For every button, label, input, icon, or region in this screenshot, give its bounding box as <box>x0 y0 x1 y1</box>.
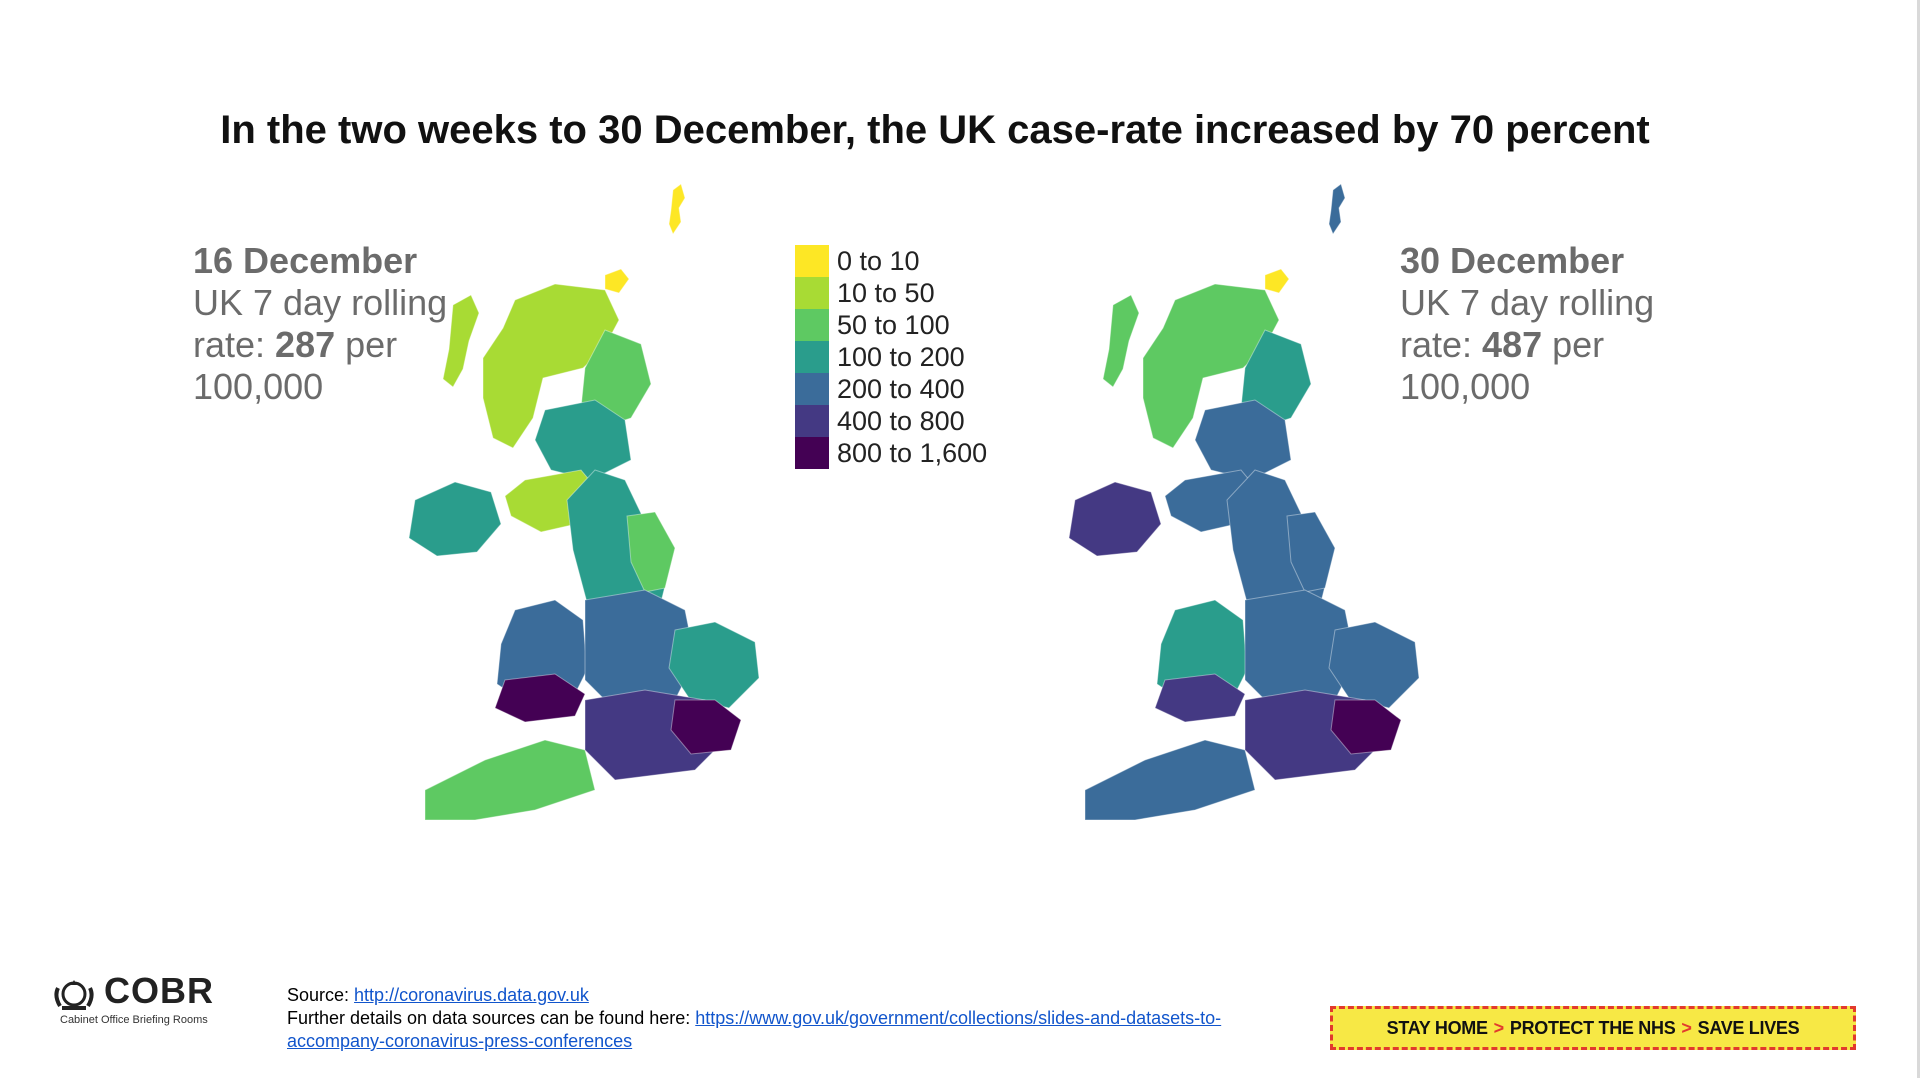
legend-item: 200 to 400 <box>795 373 987 405</box>
left-region-northern-ireland <box>408 481 502 557</box>
left-rate-suffix: per <box>335 324 398 365</box>
legend-swatch <box>795 245 829 277</box>
right-rate-prefix: rate: <box>1400 324 1483 365</box>
right-region-scotland-central <box>1194 399 1292 481</box>
slide-edge <box>1917 0 1920 1078</box>
cobr-subtitle: Cabinet Office Briefing Rooms <box>60 1014 208 1026</box>
left-region-western-isles <box>442 294 480 388</box>
legend-label: 10 to 50 <box>837 278 935 308</box>
legend-swatch <box>795 309 829 341</box>
banner-stay-home: STAY HOME <box>1386 1017 1488 1038</box>
left-line1: UK 7 day rolling <box>193 282 448 323</box>
left-region-scotland-north <box>482 283 620 449</box>
uk-map-16-december <box>408 183 760 821</box>
left-line3: 100,000 <box>193 366 324 407</box>
legend-swatch <box>795 405 829 437</box>
left-region-east-anglia <box>668 621 760 709</box>
left-region-shetland <box>668 183 686 236</box>
left-region-london-kent <box>670 699 742 755</box>
legend-item: 0 to 10 <box>795 245 987 277</box>
right-region-scotland-north <box>1142 283 1280 449</box>
legend-label: 50 to 100 <box>837 310 950 340</box>
legend-item: 800 to 1,600 <box>795 437 987 469</box>
legend-item: 10 to 50 <box>795 277 987 309</box>
legend-label: 0 to 10 <box>837 246 920 276</box>
datasets-link-part1: https://www.gov.uk/government/collection… <box>695 1008 1222 1028</box>
left-rate-prefix: rate: <box>193 324 276 365</box>
right-line1: UK 7 day rolling <box>1400 282 1655 323</box>
uk-map-30-december <box>1068 183 1420 821</box>
left-region-yorkshire <box>626 511 676 593</box>
source-label: Source: <box>287 985 355 1005</box>
cobr-logo: COBR Cabinet Office Briefing Rooms <box>52 970 222 1030</box>
legend-swatch <box>795 277 829 309</box>
banner-chevron-2: > <box>1681 1017 1692 1038</box>
right-date: 30 December <box>1400 240 1625 281</box>
legend-label: 200 to 400 <box>837 374 965 404</box>
slide-title: In the two weeks to 30 December, the UK … <box>220 108 1650 152</box>
right-line3: 100,000 <box>1400 366 1531 407</box>
source-notes: Source: http://coronavirus.data.gov.uk F… <box>287 984 1287 1053</box>
further-details-label: Further details on data sources can be f… <box>287 1008 696 1028</box>
banner-chevron-1: > <box>1493 1017 1505 1038</box>
right-region-northern-ireland <box>1068 481 1162 557</box>
left-region-orkney <box>604 268 630 294</box>
right-rate-suffix: per <box>1542 324 1605 365</box>
right-region-orkney <box>1264 268 1290 294</box>
legend-label: 800 to 1,600 <box>837 438 988 468</box>
left-rate-text: 16 December UK 7 day rolling rate: 287 p… <box>193 240 473 408</box>
left-region-south-west <box>424 739 596 821</box>
legend-label: 100 to 200 <box>837 342 965 372</box>
legend-item: 100 to 200 <box>795 341 987 373</box>
legend-swatch <box>795 437 829 469</box>
left-region-scotland-central <box>534 399 632 481</box>
right-region-south-west <box>1084 739 1256 821</box>
right-region-shetland <box>1328 183 1346 236</box>
right-region-western-isles <box>1102 294 1140 388</box>
right-region-south-wales <box>1154 673 1246 723</box>
right-rate-value: 487 <box>1482 324 1543 365</box>
stay-home-banner: STAY HOME > PROTECT THE NHS > SAVE LIVES <box>1330 1006 1856 1050</box>
banner-save-lives: SAVE LIVES <box>1697 1017 1800 1038</box>
banner-protect-nhs: PROTECT THE NHS <box>1509 1017 1676 1038</box>
map-legend: 0 to 10 10 to 50 50 to 100 100 to 200 200 to… <box>795 245 987 469</box>
datasets-link-part2: accompany-coronavirus-press-conferences <box>287 1031 633 1051</box>
royal-crest-icon <box>54 980 94 1010</box>
left-date: 16 December <box>193 240 418 281</box>
right-region-yorkshire <box>1286 511 1336 593</box>
cobr-name: COBR <box>104 970 214 1011</box>
legend-swatch <box>795 341 829 373</box>
legend-item: 50 to 100 <box>795 309 987 341</box>
left-region-south-wales <box>494 673 586 723</box>
left-rate-value: 287 <box>275 324 336 365</box>
legend-swatch <box>795 373 829 405</box>
legend-item: 400 to 800 <box>795 405 987 437</box>
right-rate-text: 30 December UK 7 day rolling rate: 487 p… <box>1400 240 1680 408</box>
source-link[interactable]: http://coronavirus.data.gov.uk <box>354 985 589 1005</box>
legend-label: 400 to 800 <box>837 406 965 436</box>
right-region-london-kent <box>1330 699 1402 755</box>
right-region-east-anglia <box>1328 621 1420 709</box>
datasets-link[interactable]: https://www.gov.uk/government/collection… <box>287 1008 1221 1051</box>
